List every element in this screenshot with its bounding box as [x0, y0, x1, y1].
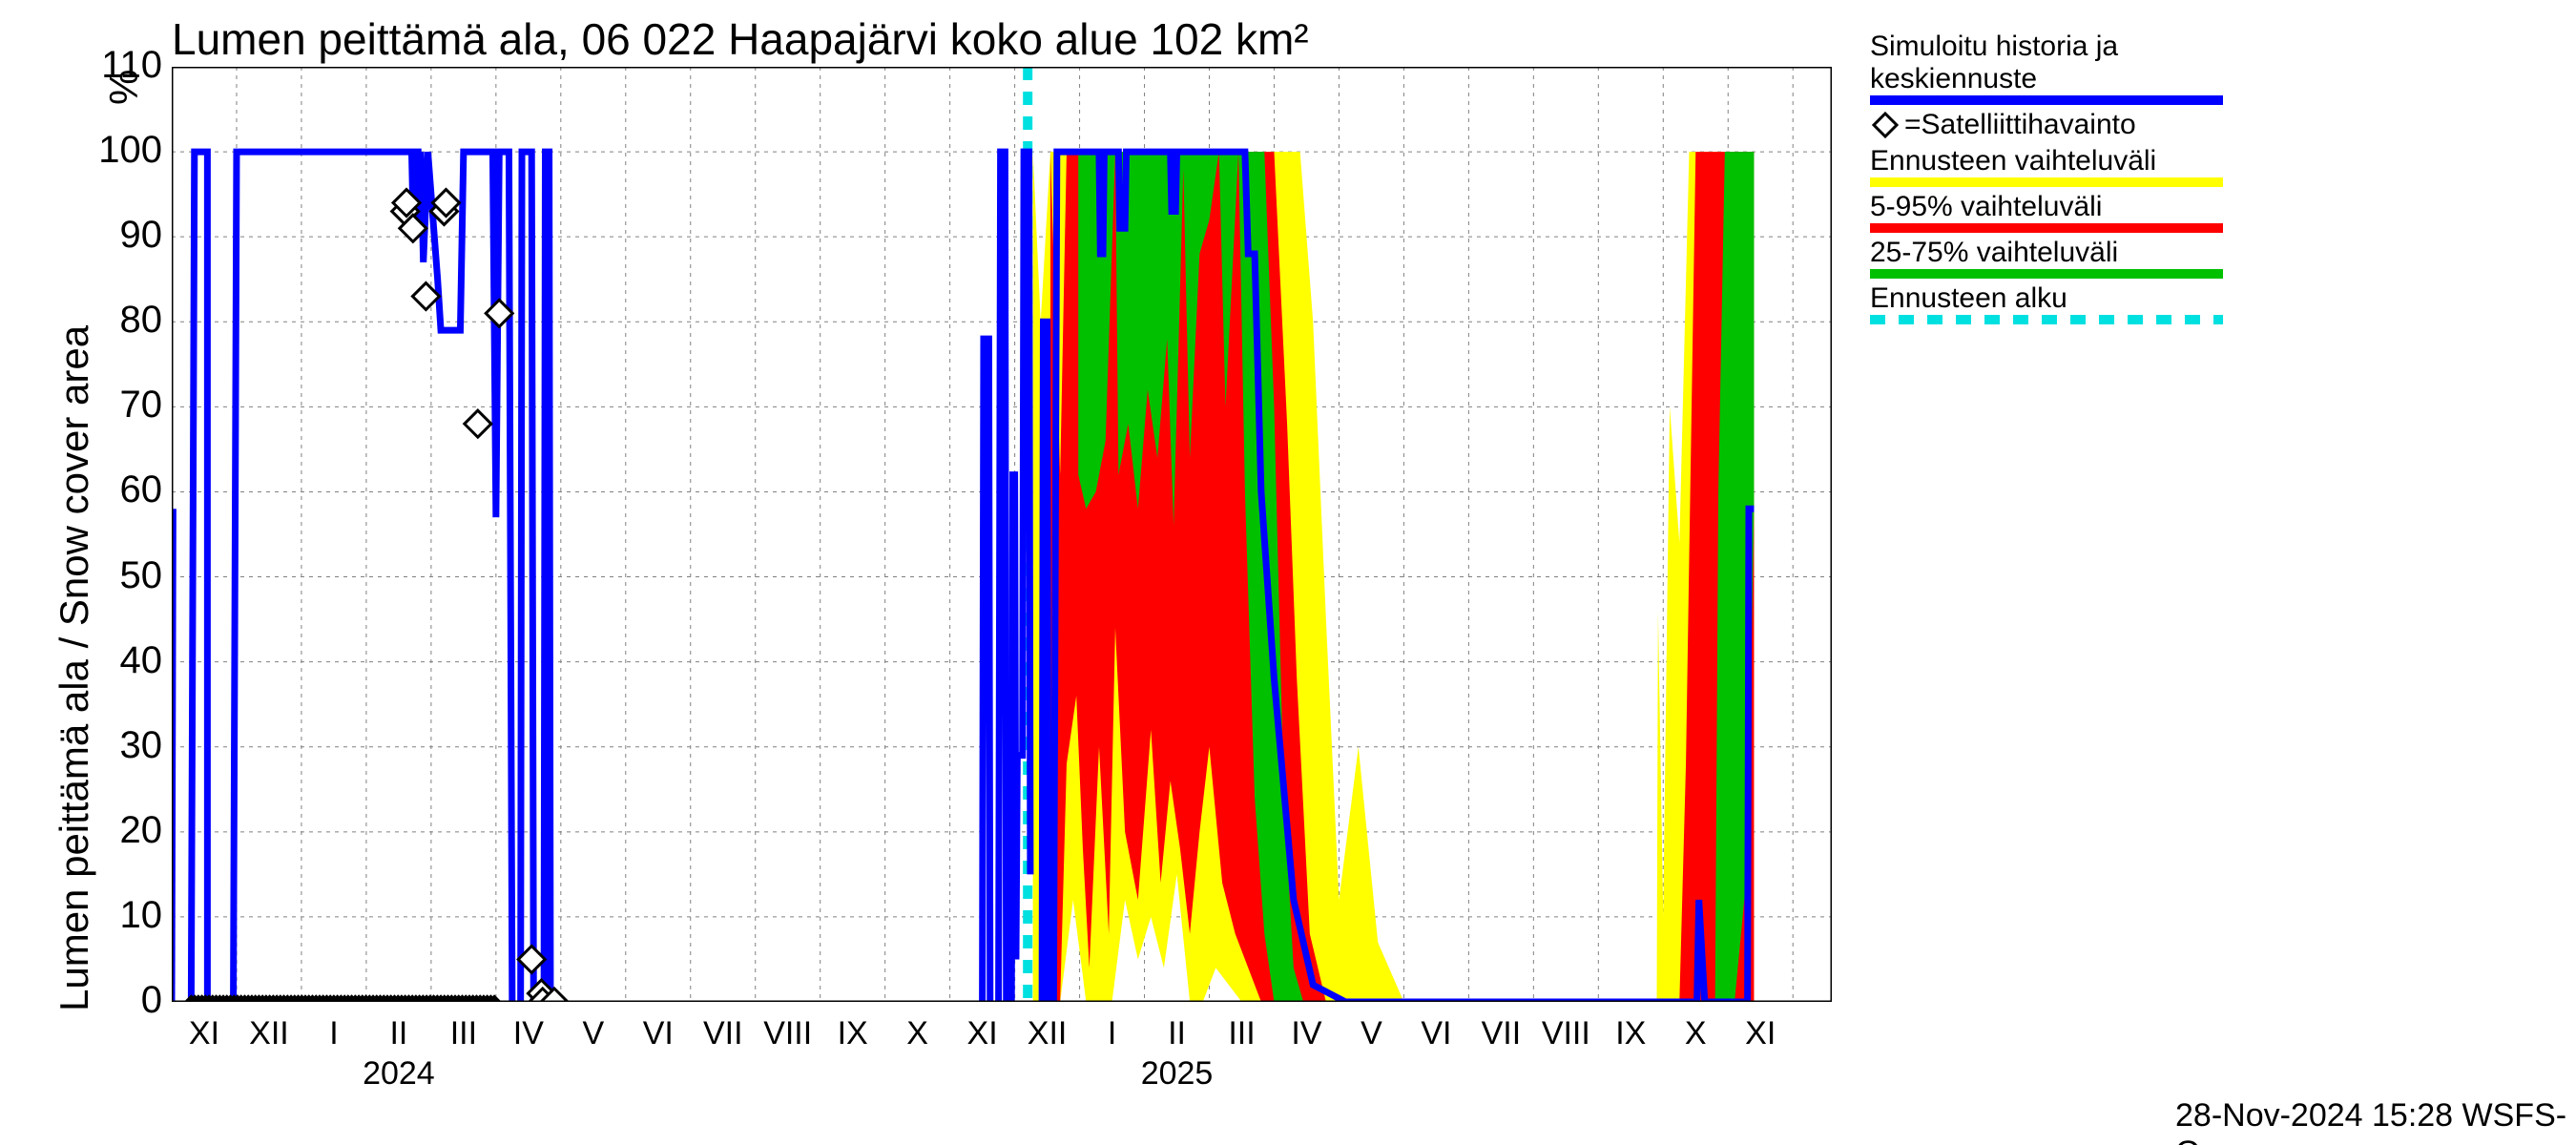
- y-tick-label: 40: [76, 639, 162, 682]
- x-tick-month: II: [1168, 1015, 1186, 1052]
- legend-entry: 5-95% vaihteluväli: [1870, 191, 2223, 233]
- x-tick-year: 2025: [1141, 1055, 1214, 1093]
- legend-label: 25-75% vaihteluväli: [1870, 237, 2223, 269]
- x-tick-month: V: [1361, 1015, 1382, 1052]
- x-tick-month: III: [1228, 1015, 1255, 1052]
- x-tick-month: X: [1685, 1015, 1707, 1052]
- legend-entry: Ennusteen vaihteluväli: [1870, 145, 2223, 187]
- legend-label: Ennusteen alku: [1870, 282, 2223, 315]
- x-tick-month: I: [1108, 1015, 1116, 1052]
- x-tick-month: XI: [1745, 1015, 1776, 1052]
- plot-area: [172, 67, 1832, 1002]
- legend-swatch: [1870, 95, 2223, 105]
- x-tick-month: VI: [643, 1015, 674, 1052]
- legend-label: Ennusteen vaihteluväli: [1870, 145, 2223, 177]
- diamond-icon: [1870, 110, 1901, 140]
- legend-entry: =Satelliittihavainto: [1870, 109, 2223, 141]
- x-tick-month: IX: [1615, 1015, 1646, 1052]
- x-tick-month: II: [389, 1015, 407, 1052]
- x-tick-month: XI: [967, 1015, 998, 1052]
- legend-entry: 25-75% vaihteluväli: [1870, 237, 2223, 279]
- x-tick-month: V: [582, 1015, 604, 1052]
- x-tick-month: VII: [703, 1015, 743, 1052]
- y-tick-label: 90: [76, 214, 162, 257]
- y-tick-label: 30: [76, 724, 162, 767]
- x-tick-month: XI: [189, 1015, 219, 1052]
- chart-title: Lumen peittämä ala, 06 022 Haapajärvi ko…: [172, 13, 1309, 65]
- x-tick-month: X: [906, 1015, 928, 1052]
- x-tick-month: VI: [1421, 1015, 1451, 1052]
- legend-swatch: [1870, 177, 2223, 187]
- y-tick-label: 60: [76, 468, 162, 511]
- y-tick-label: 70: [76, 384, 162, 427]
- legend-swatch: [1870, 223, 2223, 233]
- x-tick-month: I: [329, 1015, 338, 1052]
- y-tick-label: 110: [76, 44, 162, 87]
- legend-marker-row: =Satelliittihavainto: [1870, 109, 2223, 141]
- legend-swatch: [1870, 315, 2223, 324]
- timestamp-label: 28-Nov-2024 15:28 WSFS-O: [2175, 1097, 2576, 1145]
- x-tick-month: XII: [249, 1015, 289, 1052]
- x-tick-month: VIII: [1542, 1015, 1590, 1052]
- legend-entry: Simuloitu historia ja keskiennuste: [1870, 31, 2223, 105]
- x-tick-month: IV: [1291, 1015, 1321, 1052]
- legend-swatch: [1870, 269, 2223, 279]
- chart-root: Lumen peittämä ala, 06 022 Haapajärvi ko…: [0, 0, 2576, 1145]
- legend: Simuloitu historia ja keskiennuste =Satel…: [1870, 31, 2223, 328]
- y-tick-label: 50: [76, 554, 162, 597]
- y-tick-label: 20: [76, 809, 162, 852]
- x-tick-month: VIII: [763, 1015, 812, 1052]
- x-tick-month: VII: [1482, 1015, 1522, 1052]
- x-tick-month: IV: [513, 1015, 544, 1052]
- x-tick-month: III: [450, 1015, 477, 1052]
- legend-label: Simuloitu historia ja keskiennuste: [1870, 31, 2223, 95]
- x-tick-year: 2024: [363, 1055, 435, 1093]
- y-tick-label: 80: [76, 299, 162, 342]
- y-tick-label: 0: [76, 979, 162, 1022]
- x-tick-month: IX: [838, 1015, 868, 1052]
- legend-entry: Ennusteen alku: [1870, 282, 2223, 324]
- y-tick-label: 10: [76, 894, 162, 937]
- y-tick-label: 100: [76, 129, 162, 172]
- legend-label: =Satelliittihavainto: [1904, 109, 2136, 141]
- legend-label: 5-95% vaihteluväli: [1870, 191, 2223, 223]
- plot-svg: [172, 67, 1832, 1002]
- x-tick-month: XII: [1028, 1015, 1068, 1052]
